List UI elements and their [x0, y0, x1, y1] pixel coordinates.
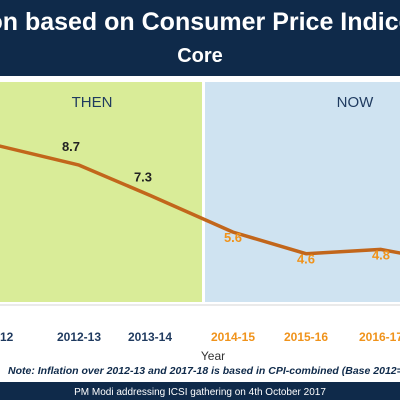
chart-title: on based on Consumer Price Indice [0, 8, 400, 36]
x-tick-2015-16: 2015-16 [284, 330, 328, 344]
data-label-2012-13: 8.7 [62, 139, 80, 154]
then-panel [0, 82, 202, 302]
x-tick-2012-13: 2012-13 [57, 330, 101, 344]
now-label: NOW [337, 94, 375, 111]
footnote: Note: Inflation over 2012-13 and 2017-18… [8, 365, 400, 377]
data-label-2013-14: 7.3 [134, 169, 152, 184]
series-layer [0, 144, 400, 256]
x-axis-title: Year [201, 349, 225, 363]
x-tick-12: 12 [0, 330, 14, 344]
footer-background [0, 382, 400, 400]
x-tick-2014-15: 2014-15 [211, 330, 255, 344]
now-panel [205, 82, 400, 302]
then-label: THEN [72, 94, 113, 111]
footer-caption: PM Modi addressing ICSI gathering on 4th… [74, 387, 326, 398]
x-tick-layer: 12 2012-13 2013-14 2014-15 2015-16 2016-17 [0, 330, 400, 344]
data-label-layer: 8.7 7.3 5.6 4.6 4.8 [62, 139, 390, 267]
data-label-2014-15: 5.6 [224, 230, 242, 245]
x-tick-2016-17: 2016-17 [359, 330, 400, 344]
data-label-2015-16: 4.6 [297, 252, 315, 267]
x-tick-2013-14: 2013-14 [128, 330, 172, 344]
header-background [0, 0, 400, 76]
data-label-2016-17: 4.8 [372, 247, 390, 262]
chart-subtitle: Core [177, 45, 223, 67]
series-line [0, 144, 400, 256]
